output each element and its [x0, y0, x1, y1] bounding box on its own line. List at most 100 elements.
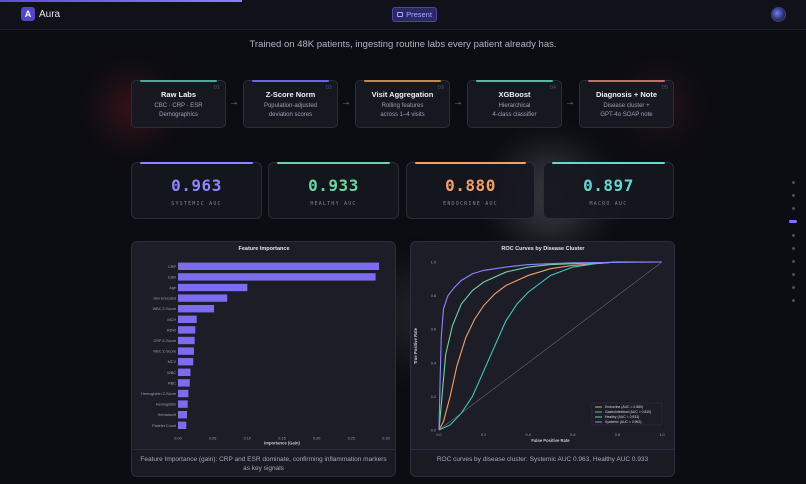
slide-progress-bar: [0, 0, 242, 2]
metric-accent: [140, 162, 253, 164]
roc-legend: [591, 402, 663, 426]
metric-label: ENDOCRINE AUC: [443, 201, 498, 207]
stage-number: 01: [213, 85, 220, 91]
stage-description: Hierarchical 4-class classifier: [492, 103, 537, 118]
fi-category-label: Platelet Count: [152, 424, 177, 428]
slide-nav-dot[interactable]: [792, 260, 795, 263]
fi-category-label: CRP: [168, 265, 176, 269]
present-label: Present: [406, 10, 432, 19]
roc-series-line: [438, 261, 663, 431]
stage-accent: [140, 80, 217, 82]
metric-label: SYSTEMIC AUC: [171, 201, 222, 207]
roc-reference-line: [438, 261, 663, 431]
fi-x-tick: 0.00: [174, 437, 181, 441]
fi-bar: [178, 283, 248, 292]
pipeline-stage: 04 XGBoost Hierarchical 4-class classifier: [467, 80, 562, 128]
metric-value: 0.897: [583, 176, 634, 195]
roc-y-tick: 0.6: [431, 328, 436, 332]
fi-bar: [178, 273, 376, 281]
arrow-right-icon: →: [453, 97, 463, 108]
pipeline-stage: 05 Diagnosis + Note Disease cluster + GPT-4…: [579, 80, 674, 128]
fi-category-label: ESR: [168, 275, 176, 279]
stage-number: 05: [661, 85, 668, 91]
pipeline-stage: 03 Visit Aggregation Rolling features acros…: [355, 80, 450, 128]
fi-chart-title: Feature Importance: [238, 246, 289, 252]
fi-bar: [178, 400, 188, 408]
roc-legend-label: Gastrointestinal (AUC = 0.810): [605, 410, 651, 414]
stage-title: Raw Labs: [160, 90, 196, 99]
metric-card: 0.963 SYSTEMIC AUC: [131, 162, 262, 219]
slide-nav-dot[interactable]: [792, 207, 795, 210]
slide-nav-dot[interactable]: [789, 220, 797, 223]
metric-card: 0.880 ENDOCRINE AUC: [406, 162, 535, 219]
slide-nav-dot[interactable]: [792, 273, 795, 276]
roc-series-line: [438, 261, 662, 431]
slide-nav-dot[interactable]: [792, 194, 795, 197]
stage-description: Rolling features across 1–4 visits: [380, 103, 425, 118]
fi-bar: [178, 294, 228, 302]
roc-y-tick: 0.4: [431, 361, 436, 365]
tagline: Trained on 48K patients, ingesting routi…: [249, 39, 557, 50]
slide-nav-dot[interactable]: [792, 234, 795, 237]
roc-legend-label: Healthy (AUC = 0.933): [605, 415, 639, 419]
fi-category-label: WBC: [167, 371, 176, 375]
user-avatar[interactable]: [771, 7, 786, 22]
stage-description: CBC · CRP · ESR Demographics: [154, 103, 203, 118]
stage-accent: [476, 80, 553, 82]
roc-legend-label: Systemic (AUC = 0.963): [605, 420, 641, 424]
fi-bar: [178, 305, 215, 313]
present-button[interactable]: Present: [392, 7, 437, 22]
metric-card: 0.933 HEALTHY AUC: [268, 162, 399, 219]
fi-category-label: MCH: [167, 318, 176, 322]
stage-accent: [364, 80, 441, 82]
metric-value: 0.880: [445, 176, 496, 195]
stage-accent: [588, 80, 665, 82]
fi-category-label: Age: [169, 286, 176, 290]
fi-bar: [178, 389, 189, 398]
fi-category-label: MCV: [168, 360, 177, 364]
roc-series-line: [438, 261, 662, 431]
fi-category-label: CRP Z-Score: [153, 339, 176, 343]
stage-number: 04: [549, 85, 556, 91]
feature-importance-caption: Feature Importance (gain): CRP and ESR d…: [132, 449, 395, 476]
slide-nav-dot[interactable]: [792, 181, 795, 184]
roc-series-line: [438, 261, 662, 431]
slide-nav-dot[interactable]: [792, 299, 795, 302]
fi-bar: [178, 336, 195, 345]
roc-legend-label: Endocrine (AUC = 0.880): [605, 405, 643, 409]
fi-category-label: Hematocrit: [158, 413, 177, 417]
fi-category-label: Hemoglobin Z-Score: [141, 392, 176, 396]
fi-x-tick: 0.25: [348, 437, 355, 441]
slide-nav-dot[interactable]: [792, 247, 795, 250]
arrow-right-icon: →: [565, 97, 575, 108]
roc-y-tick: 0.8: [431, 294, 436, 298]
fi-category-label: RDW: [167, 328, 176, 332]
metric-value: 0.963: [171, 176, 222, 195]
metric-accent: [277, 162, 390, 164]
fi-bar: [178, 326, 196, 334]
fi-category-label: Sex Encoded: [153, 297, 176, 301]
metric-accent: [552, 162, 665, 164]
fi-bar: [178, 368, 191, 376]
stage-description: Disease cluster + GPT-4o SOAP note: [600, 103, 653, 118]
slide-nav-dot[interactable]: [792, 286, 795, 289]
fi-x-tick: 0.30: [382, 437, 389, 441]
metric-label: MACRO AUC: [589, 201, 628, 207]
fi-bar: [178, 347, 194, 355]
stage-title: XGBoost: [498, 90, 531, 99]
brand-name: Aura: [39, 9, 61, 20]
fi-x-tick: 0.15: [278, 437, 285, 441]
roc-y-axis-label: True Positive Rate: [413, 327, 418, 364]
feature-importance-chart: Feature Importance CRP ESR Age Sex Encoded WB…: [141, 246, 390, 446]
stage-description: Population-adjusted deviation scores: [263, 103, 318, 118]
stage-title: Visit Aggregation: [371, 90, 434, 99]
fi-bar: [178, 421, 187, 429]
app-logo-icon: A: [21, 7, 35, 21]
roc-x-tick: 0.0: [436, 433, 441, 437]
roc-chart: ROC Curves by Disease Cluster 0.0 0.2 0.4 0.…: [413, 246, 665, 443]
stage-accent: [252, 80, 329, 82]
fi-x-tick: 0.05: [209, 437, 216, 441]
metric-label: HEALTHY AUC: [310, 201, 357, 207]
arrow-right-icon: →: [341, 97, 351, 108]
fi-category-label: RBC Z-Score: [153, 350, 176, 354]
